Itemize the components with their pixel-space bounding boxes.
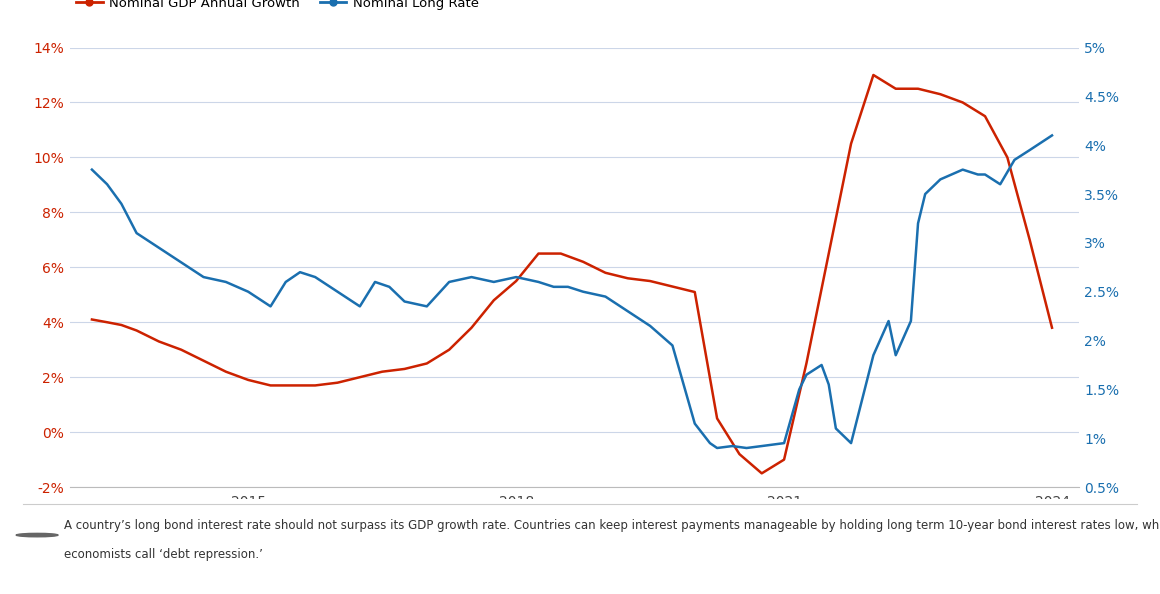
Text: A country’s long bond interest rate should not surpass its GDP growth rate. Coun: A country’s long bond interest rate shou… xyxy=(64,519,1160,532)
Legend: Nominal GDP Annual Growth, Nominal Long Rate: Nominal GDP Annual Growth, Nominal Long … xyxy=(77,0,479,10)
Text: i: i xyxy=(35,530,39,540)
Circle shape xyxy=(16,533,58,537)
Text: economists call ‘debt repression.’: economists call ‘debt repression.’ xyxy=(64,548,262,561)
